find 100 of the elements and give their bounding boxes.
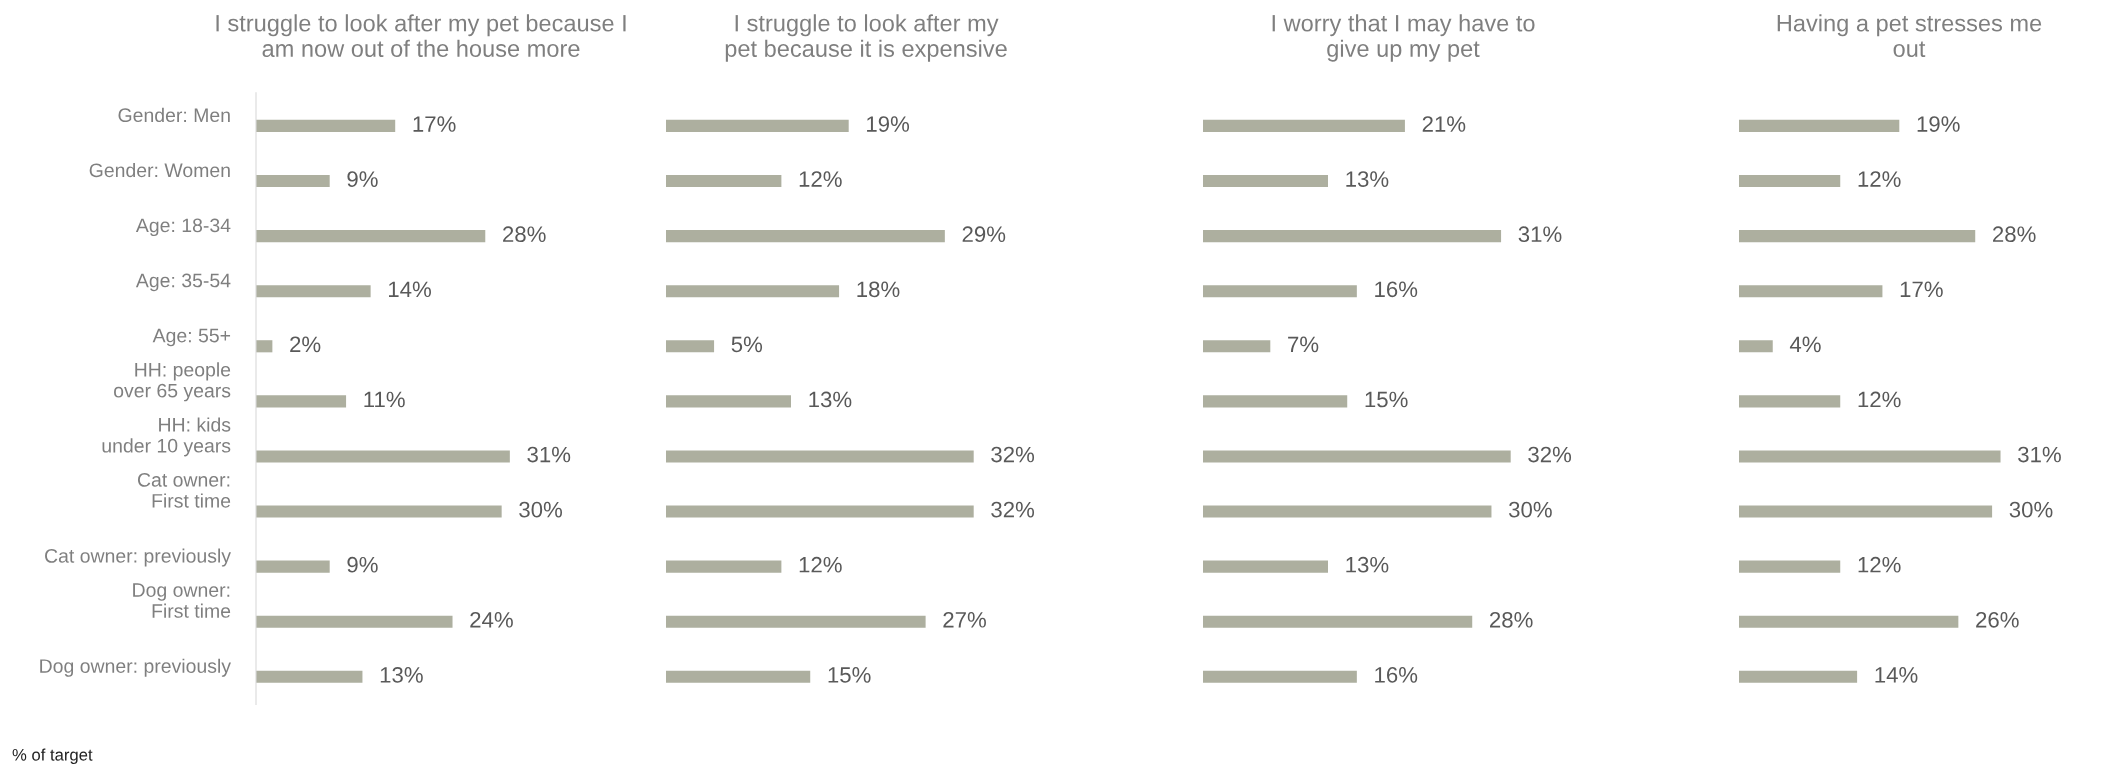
y-tick-label: HH: kids under 10 years — [102, 417, 231, 457]
data-label: 13% — [1346, 556, 1389, 573]
bar — [256, 395, 347, 408]
data-label: 13% — [809, 391, 852, 408]
bar — [1739, 450, 2001, 463]
data-label: 15% — [1365, 391, 1408, 408]
data-label: 32% — [991, 501, 1035, 518]
bar — [1203, 450, 1511, 463]
bar — [666, 615, 926, 628]
data-label: 9% — [347, 556, 378, 573]
data-label: 24% — [470, 611, 513, 628]
y-tick-label: Dog owner: First time — [133, 583, 231, 618]
bar — [666, 119, 849, 132]
y-tick-label: Age: 18-34 — [135, 218, 231, 237]
data-label: 12% — [799, 556, 842, 573]
bar — [666, 340, 715, 353]
bar — [256, 340, 273, 353]
bar — [1739, 560, 1841, 573]
data-label: 28% — [503, 226, 546, 243]
data-label: 2% — [290, 336, 321, 353]
data-label: 28% — [1993, 226, 2036, 243]
bar — [1203, 670, 1357, 683]
bar — [1739, 174, 1841, 188]
data-label: 17% — [1900, 281, 1943, 298]
data-label: 32% — [1528, 446, 1572, 463]
text: % of target — [12, 748, 93, 764]
data-label: 9% — [347, 171, 378, 187]
bar — [1739, 285, 1883, 298]
data-label: 16% — [1375, 281, 1418, 298]
bar — [1203, 615, 1473, 628]
data-label: 17% — [413, 116, 456, 132]
data-label: 27% — [943, 611, 986, 628]
bar — [1739, 230, 1976, 243]
chart-title: Having a pet stresses me out — [1777, 14, 2042, 57]
bar — [1203, 340, 1271, 353]
bar — [666, 560, 782, 573]
y-tick-label: HH: people over 65 years — [114, 362, 231, 402]
y-tick-label: Dog owner: previously — [40, 658, 231, 677]
data-label: 19% — [1917, 116, 1960, 132]
data-label: 31% — [1518, 226, 1562, 243]
data-label: 30% — [519, 501, 563, 518]
data-label: 26% — [1976, 611, 2019, 628]
data-label: 13% — [380, 667, 423, 683]
data-label: 15% — [828, 667, 871, 683]
bar — [1739, 340, 1773, 353]
bar — [1203, 119, 1405, 132]
bar — [1739, 395, 1841, 408]
y-tick-label: Gender: Women — [89, 162, 230, 178]
bar — [1739, 670, 1858, 683]
data-label: 16% — [1375, 667, 1418, 683]
y-tick-label: Cat owner: previously — [45, 548, 231, 567]
bar — [1203, 395, 1348, 408]
data-label: 12% — [1858, 171, 1901, 187]
bar — [256, 615, 453, 628]
bar — [256, 230, 486, 243]
y-tick-label: Age: 55+ — [152, 328, 231, 347]
data-label: 28% — [1490, 611, 1533, 628]
data-label: 29% — [962, 226, 1006, 243]
y-tick-label: Age: 35-54 — [135, 273, 231, 292]
bar — [666, 285, 840, 298]
data-label: 21% — [1422, 116, 1466, 132]
data-label: 7% — [1288, 336, 1319, 353]
bar — [1203, 230, 1502, 243]
bar — [666, 174, 782, 188]
bar — [1739, 505, 1993, 518]
data-label: 12% — [1858, 391, 1901, 408]
chart-title: I worry that I may have to give up my pet — [1272, 14, 1535, 62]
chart-title: I struggle to look after my pet because I am now out of the house more — [216, 14, 626, 57]
data-label: 14% — [389, 281, 431, 298]
bar — [256, 670, 363, 683]
data-label: 11% — [364, 391, 405, 408]
bar — [666, 230, 945, 243]
bar — [1739, 615, 1959, 628]
bar — [256, 285, 371, 298]
bar — [1203, 560, 1328, 573]
data-label: 13% — [1346, 171, 1389, 187]
bar — [666, 670, 811, 683]
data-label: 30% — [2009, 501, 2053, 518]
y-tick-label: Cat owner: First time — [137, 472, 231, 508]
data-label: 31% — [2018, 446, 2061, 463]
bar — [256, 505, 502, 518]
bar — [666, 505, 974, 518]
bar — [666, 395, 791, 408]
bar — [1203, 174, 1328, 188]
data-label: 14% — [1875, 667, 1918, 683]
data-label: 19% — [867, 116, 910, 132]
bar — [256, 450, 510, 463]
data-label: 12% — [1858, 556, 1901, 573]
bar — [256, 174, 330, 188]
bar — [256, 119, 396, 132]
bar — [666, 450, 974, 463]
bar — [1739, 119, 1900, 132]
bar — [256, 560, 330, 573]
data-label: 12% — [799, 171, 842, 187]
data-label: 31% — [527, 446, 571, 463]
y-tick-label: Gender: Men — [118, 107, 230, 123]
bar — [1203, 285, 1357, 298]
data-label: 30% — [1508, 501, 1552, 518]
data-label: 18% — [857, 281, 900, 298]
data-label: 32% — [991, 446, 1035, 463]
